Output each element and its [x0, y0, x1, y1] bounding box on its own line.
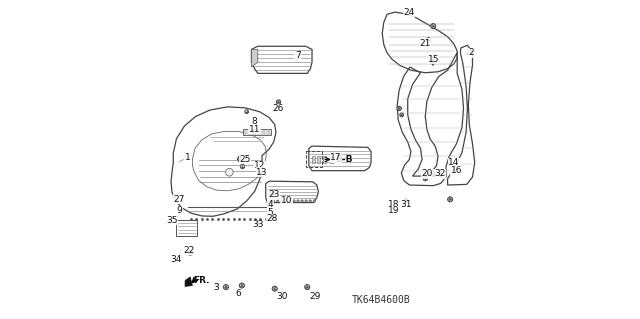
Circle shape: [244, 110, 248, 114]
Text: 34: 34: [171, 256, 182, 264]
Circle shape: [223, 285, 228, 290]
Bar: [243, 129, 271, 135]
Bar: [317, 156, 320, 163]
Circle shape: [292, 200, 295, 202]
Text: 32: 32: [434, 169, 445, 178]
Circle shape: [276, 200, 279, 202]
Text: 23: 23: [268, 190, 280, 199]
Text: 11: 11: [249, 125, 260, 134]
Text: 15: 15: [428, 55, 439, 63]
Circle shape: [216, 284, 217, 286]
Text: 5: 5: [268, 208, 273, 217]
Circle shape: [270, 215, 275, 219]
Text: 7: 7: [295, 51, 301, 60]
Circle shape: [240, 164, 244, 169]
Text: 6: 6: [236, 289, 241, 298]
Text: 28: 28: [266, 214, 278, 223]
Bar: [323, 156, 326, 163]
Polygon shape: [252, 49, 258, 67]
Circle shape: [313, 200, 316, 202]
Circle shape: [268, 200, 271, 202]
Text: 16: 16: [451, 166, 462, 175]
Bar: [330, 156, 333, 163]
Circle shape: [397, 106, 401, 111]
Circle shape: [214, 283, 218, 287]
Text: 2: 2: [468, 48, 474, 57]
Circle shape: [423, 176, 428, 181]
Text: 26: 26: [273, 104, 284, 113]
Polygon shape: [185, 277, 193, 286]
Text: 31: 31: [401, 200, 412, 209]
Circle shape: [257, 221, 260, 225]
Text: 20: 20: [421, 169, 433, 178]
Circle shape: [188, 251, 193, 255]
Text: 12: 12: [253, 161, 265, 170]
Text: 35: 35: [166, 216, 177, 225]
Text: 25: 25: [239, 155, 251, 164]
Circle shape: [285, 200, 287, 202]
Circle shape: [301, 200, 303, 202]
Polygon shape: [431, 59, 435, 66]
Circle shape: [276, 100, 281, 104]
Circle shape: [447, 197, 452, 202]
Circle shape: [305, 200, 307, 202]
Text: FR.: FR.: [193, 276, 210, 285]
Text: 27: 27: [173, 195, 184, 204]
Circle shape: [273, 200, 275, 202]
Bar: [312, 156, 316, 163]
Circle shape: [270, 191, 275, 195]
Polygon shape: [438, 172, 442, 178]
Circle shape: [400, 113, 404, 117]
Text: 18: 18: [388, 200, 399, 209]
Bar: [177, 220, 197, 236]
Circle shape: [239, 283, 244, 288]
Text: 14: 14: [448, 158, 460, 167]
Text: 22: 22: [184, 246, 195, 255]
Text: B-B: B-B: [335, 155, 353, 164]
Circle shape: [426, 38, 431, 42]
Text: 17: 17: [330, 153, 342, 162]
Circle shape: [431, 173, 436, 177]
Text: 1: 1: [185, 153, 191, 162]
Circle shape: [225, 168, 233, 176]
Text: 4: 4: [268, 200, 273, 209]
Text: 21: 21: [420, 39, 431, 48]
Text: 9: 9: [177, 206, 182, 215]
Text: 19: 19: [388, 206, 399, 215]
Text: 3: 3: [214, 283, 219, 292]
Text: 30: 30: [276, 292, 287, 301]
Circle shape: [309, 200, 312, 202]
Circle shape: [431, 24, 436, 29]
Text: 33: 33: [252, 220, 264, 229]
Circle shape: [289, 200, 291, 202]
Text: 24: 24: [404, 8, 415, 17]
Text: 13: 13: [256, 168, 268, 177]
Circle shape: [305, 285, 310, 290]
Circle shape: [404, 199, 408, 203]
Polygon shape: [237, 155, 241, 162]
Text: TK64B4600B: TK64B4600B: [351, 295, 410, 305]
Circle shape: [272, 286, 277, 291]
Circle shape: [189, 252, 191, 254]
Text: 29: 29: [310, 292, 321, 301]
Circle shape: [297, 200, 300, 202]
Text: 10: 10: [281, 197, 292, 205]
Circle shape: [280, 200, 283, 202]
Text: 8: 8: [252, 117, 257, 126]
